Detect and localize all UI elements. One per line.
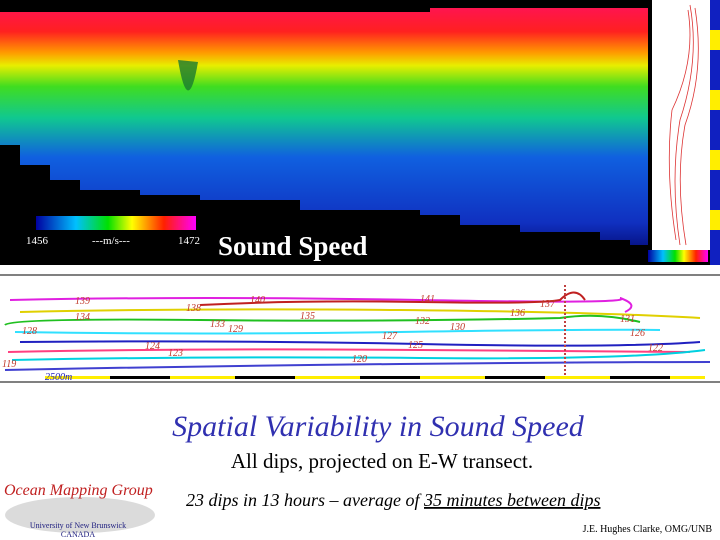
logo-name: Ocean Mapping Group <box>4 482 153 499</box>
track-label: 134 <box>75 312 90 323</box>
track-label: 120 <box>352 354 367 365</box>
scale-bar <box>45 376 705 379</box>
track-label: 124 <box>145 341 160 352</box>
track-label: 133 <box>210 319 225 330</box>
track-label: 127 <box>382 331 398 342</box>
credit: J.E. Hughes Clarke, OMG/UNB <box>583 524 713 535</box>
track-label: 122 <box>648 343 663 354</box>
track-label: 138 <box>186 303 201 314</box>
track-label: 125 <box>408 340 423 351</box>
stats: 23 dips in 13 hours – average of 35 minu… <box>186 490 600 510</box>
panel-title: Sound Speed <box>218 231 367 261</box>
scale-label: 2500m <box>45 372 72 383</box>
track-label: 139 <box>75 296 90 307</box>
heatmap-void <box>0 0 648 12</box>
profile-panel <box>652 0 710 250</box>
track-label: 141 <box>420 294 435 305</box>
track-label: 119 <box>2 359 16 370</box>
track-label: 128 <box>22 326 37 337</box>
colorbar <box>36 216 196 230</box>
edge-strip <box>710 0 720 265</box>
logo-shape <box>5 497 155 533</box>
track-label: 136 <box>510 308 525 319</box>
track-labels: 139 134 138 140 141 137 136 131 135 133 129 132 130 1… <box>2 294 663 370</box>
track-label: 132 <box>415 316 430 327</box>
track-label: 137 <box>540 299 556 310</box>
profiles <box>668 4 699 246</box>
subtitle: All dips, projected on E-W transect. <box>231 449 533 473</box>
title: Spatial Variability in Sound Speed <box>172 410 585 443</box>
track-label: 129 <box>228 324 243 335</box>
track-label: 135 <box>300 311 315 322</box>
logo-university: University of New Brunswick <box>30 521 126 530</box>
stats-underlined: 35 minutes between dips <box>423 490 600 510</box>
track-label: 140 <box>250 295 265 306</box>
heatmap-void <box>0 145 648 262</box>
tracks <box>4 285 711 380</box>
stats-text: 23 dips in 13 hours – average of <box>186 490 424 510</box>
logo-country: CANADA <box>61 530 95 539</box>
heatmap-feature <box>178 60 198 91</box>
mini-colorbar <box>648 250 708 262</box>
track-label: 123 <box>168 348 183 359</box>
colorbar-max: 1472 <box>178 235 200 247</box>
track-label: 130 <box>450 322 465 333</box>
colorbar-unit: ---m/s--- <box>92 235 130 247</box>
track-label: 131 <box>620 314 635 325</box>
track-label: 126 <box>630 328 645 339</box>
colorbar-min: 1456 <box>26 235 49 247</box>
